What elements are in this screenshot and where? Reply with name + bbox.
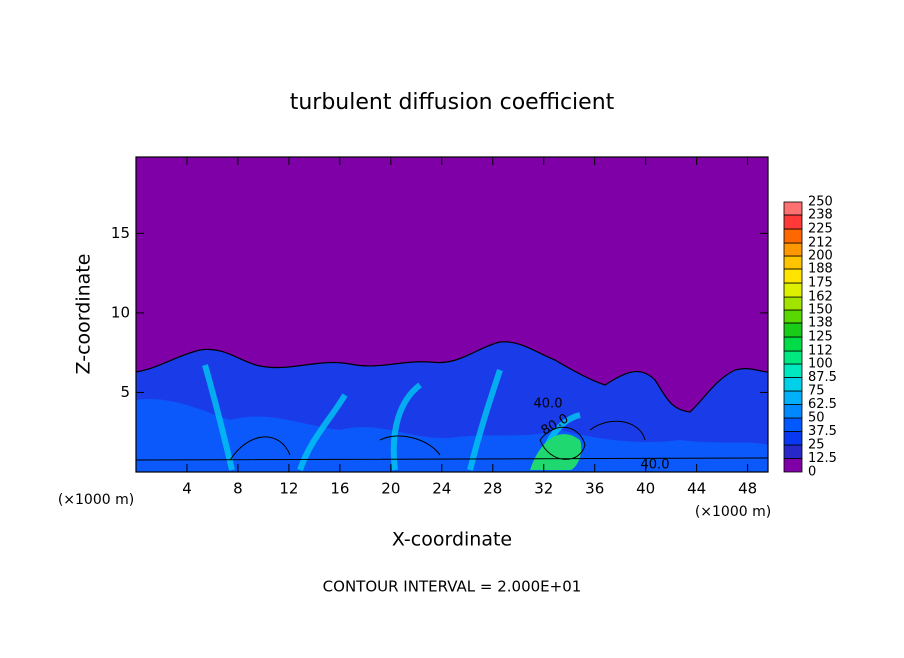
colorbar-label: 25 — [808, 438, 825, 453]
colorbar-label: 87.5 — [808, 370, 837, 385]
colorbar-label: 150 — [808, 303, 833, 318]
colorbar-cell — [783, 242, 803, 257]
colorbar-cell — [783, 444, 803, 459]
colorbar-cell — [783, 201, 803, 216]
colorbar-cell — [783, 350, 803, 365]
field-region — [136, 399, 768, 472]
x-tick-label: 44 — [687, 480, 706, 498]
colorbar-cell — [783, 431, 803, 446]
colorbar-label: 62.5 — [808, 397, 837, 412]
colorbar-cell — [783, 377, 803, 392]
colorbar-cell — [783, 336, 803, 352]
x-unit: (×1000 m) — [58, 492, 134, 508]
x-tick-label: 16 — [330, 480, 349, 498]
x-tick-label: 36 — [585, 480, 604, 498]
colorbar-label: 125 — [808, 330, 833, 345]
colorbar-cell — [783, 363, 803, 378]
colorbar-label: 50 — [808, 411, 825, 426]
colorbar-label: 112 — [808, 344, 833, 359]
x-tick-label: 20 — [381, 480, 400, 498]
x-tick-label: 40 — [636, 480, 655, 498]
contour-line — [135, 341, 769, 413]
chart-title: turbulent diffusion coefficient — [290, 90, 615, 115]
colorbar-cell — [783, 296, 803, 311]
field-streak — [202, 364, 581, 471]
x-tick-label: 24 — [432, 480, 451, 498]
contour-line — [135, 420, 769, 461]
x-tick-label: 12 — [279, 480, 298, 498]
plot-frame — [135, 156, 769, 473]
y-tick-label: 5 — [120, 383, 130, 401]
x-unit: (×1000 m) — [695, 504, 771, 520]
colorbar-label: 212 — [808, 236, 833, 251]
annotation: CONTOUR INTERVAL = 2.000E+01 — [323, 578, 582, 596]
colorbar-cell — [783, 417, 803, 432]
contour-label: 40.0 — [534, 397, 563, 412]
field: 40.0 80.0 40.0 — [135, 157, 769, 473]
x-tick-label: 32 — [534, 480, 553, 498]
colorbar-cell — [783, 404, 803, 419]
colorbar-label: 0 — [808, 465, 816, 480]
x-tick-label: 8 — [233, 480, 243, 498]
x-tick-label: 48 — [738, 480, 757, 498]
colorbar-cell — [783, 268, 803, 284]
colorbar-cell — [783, 255, 803, 270]
colorbar-label: 138 — [808, 315, 833, 330]
colorbar-label: 75 — [808, 384, 825, 399]
colorbar-cell — [783, 309, 803, 324]
colorbar-cell — [783, 390, 803, 405]
field-region — [530, 434, 582, 470]
colorbar-label: 225 — [808, 222, 833, 237]
colorbar-label: 100 — [808, 357, 833, 372]
y-tick-label: 10 — [111, 303, 130, 321]
colorbar-label: 238 — [808, 207, 833, 222]
colorbar-cell — [783, 282, 803, 298]
colorbar-cell — [783, 322, 803, 338]
colorbar-label: 200 — [808, 249, 833, 264]
colorbar-label: 250 — [808, 195, 833, 210]
colorbar-label: 188 — [808, 261, 833, 276]
contour-label: 40.0 — [641, 458, 670, 473]
x-tick-label: 4 — [182, 480, 192, 498]
colorbar-label: 162 — [808, 290, 833, 305]
colorbar-label: 175 — [808, 276, 833, 291]
colorbar-cell — [783, 458, 803, 473]
x-axis-label: X-coordinate — [392, 529, 512, 551]
colorbar-label: 37.5 — [808, 424, 837, 439]
y-axis-label: Z-coordinate — [73, 254, 95, 375]
x-tick-label: 28 — [483, 480, 502, 498]
y-tick-label: 15 — [111, 224, 130, 242]
colorbar-cell — [783, 228, 803, 244]
colorbar-cell — [783, 214, 803, 230]
colorbar-label: 12.5 — [808, 451, 837, 466]
